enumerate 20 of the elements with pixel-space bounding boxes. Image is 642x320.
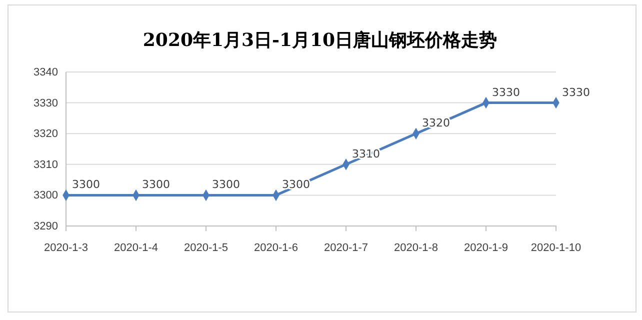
x-tick-label: 2020-1-4 bbox=[114, 242, 158, 254]
y-tick-label: 3290 bbox=[34, 220, 58, 233]
y-tick-label: 3310 bbox=[34, 158, 58, 171]
x-tick-label: 2020-1-3 bbox=[44, 242, 88, 254]
x-tick-label: 2020-1-10 bbox=[530, 242, 582, 254]
x-tick-label: 2020-1-5 bbox=[184, 242, 228, 254]
y-tick-label: 3300 bbox=[34, 190, 58, 202]
data-label: 3330 bbox=[562, 86, 590, 99]
data-label: 3300 bbox=[212, 178, 240, 192]
data-label: 3300 bbox=[142, 178, 170, 192]
x-tick-label: 2020-1-9 bbox=[464, 242, 508, 254]
x-tick-label: 2020-1-6 bbox=[254, 242, 298, 254]
data-label: 3300 bbox=[72, 178, 100, 192]
y-tick-label: 3330 bbox=[34, 97, 58, 110]
y-tick-label: 3320 bbox=[34, 128, 58, 140]
chart-title: 2020年1月3日-1月10日唐山钢坯价格走势 bbox=[142, 30, 498, 51]
x-tick-label: 2020-1-8 bbox=[394, 242, 438, 254]
x-tick-label: 2020-1-7 bbox=[324, 242, 368, 254]
y-tick-label: 3340 bbox=[34, 66, 58, 79]
data-label: 3330 bbox=[492, 86, 520, 99]
